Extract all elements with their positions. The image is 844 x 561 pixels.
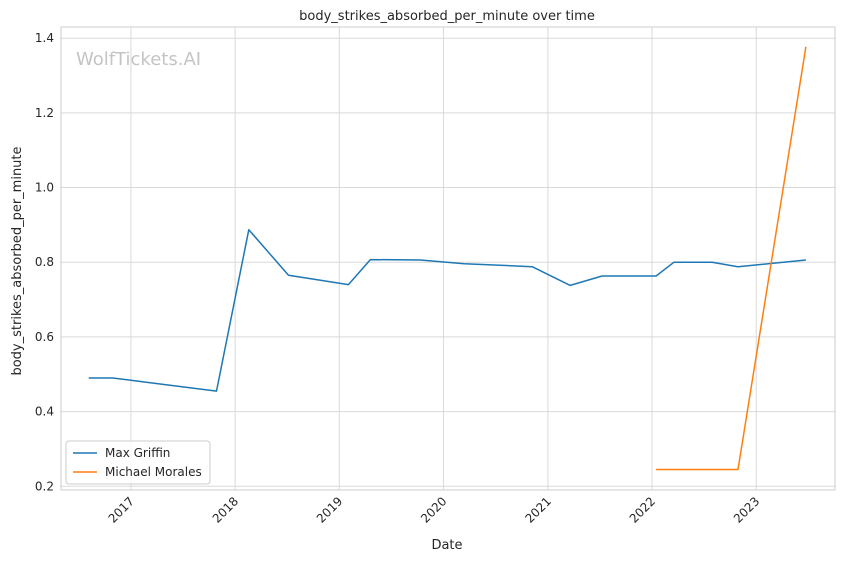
x-axis-label: Date [431, 538, 462, 553]
series-line-2 [656, 46, 807, 471]
legend: Max Griffin Michael Morales [65, 440, 211, 485]
y-tick-label: 1.2 [35, 106, 54, 120]
y-tick-label: 1.4 [35, 31, 54, 45]
legend-box [65, 440, 211, 485]
chart-title: body_strikes_absorbed_per_minute over ti… [299, 9, 595, 24]
watermark: WolfTickets.AI [76, 49, 201, 70]
grid-lines [61, 27, 835, 490]
y-axis-ticks: 0.2 0.4 0.6 0.8 1.0 1.2 1.4 [35, 31, 54, 493]
y-tick-label: 1.0 [35, 181, 54, 195]
plot-area-frame [60, 26, 836, 491]
series-line-1 [88, 228, 806, 392]
legend-label-1: Max Griffin [105, 446, 170, 460]
y-axis-label: body_strikes_absorbed_per_minute [10, 146, 25, 375]
y-tick-label: 0.8 [35, 255, 54, 269]
legend-label-2: Michael Morales [105, 465, 202, 479]
y-tick-label: 0.4 [35, 405, 54, 419]
y-tick-label: 0.6 [35, 330, 54, 344]
series-lines [88, 46, 807, 471]
y-tick-label: 0.2 [35, 479, 54, 493]
